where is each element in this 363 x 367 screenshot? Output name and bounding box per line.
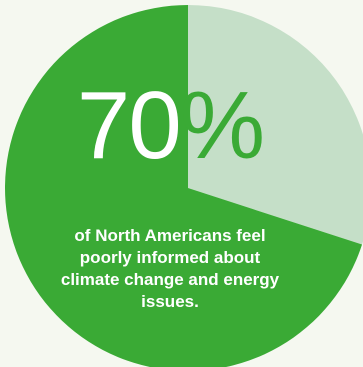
pie-slice-1 <box>188 5 363 245</box>
headline-stat: 70% <box>0 78 340 174</box>
stat-number: 70 <box>76 72 182 179</box>
stat-percent-sign: % <box>179 72 265 179</box>
pie-slice-0 <box>5 5 363 367</box>
stat-caption: of North Americans feel poorly informed … <box>60 226 280 311</box>
